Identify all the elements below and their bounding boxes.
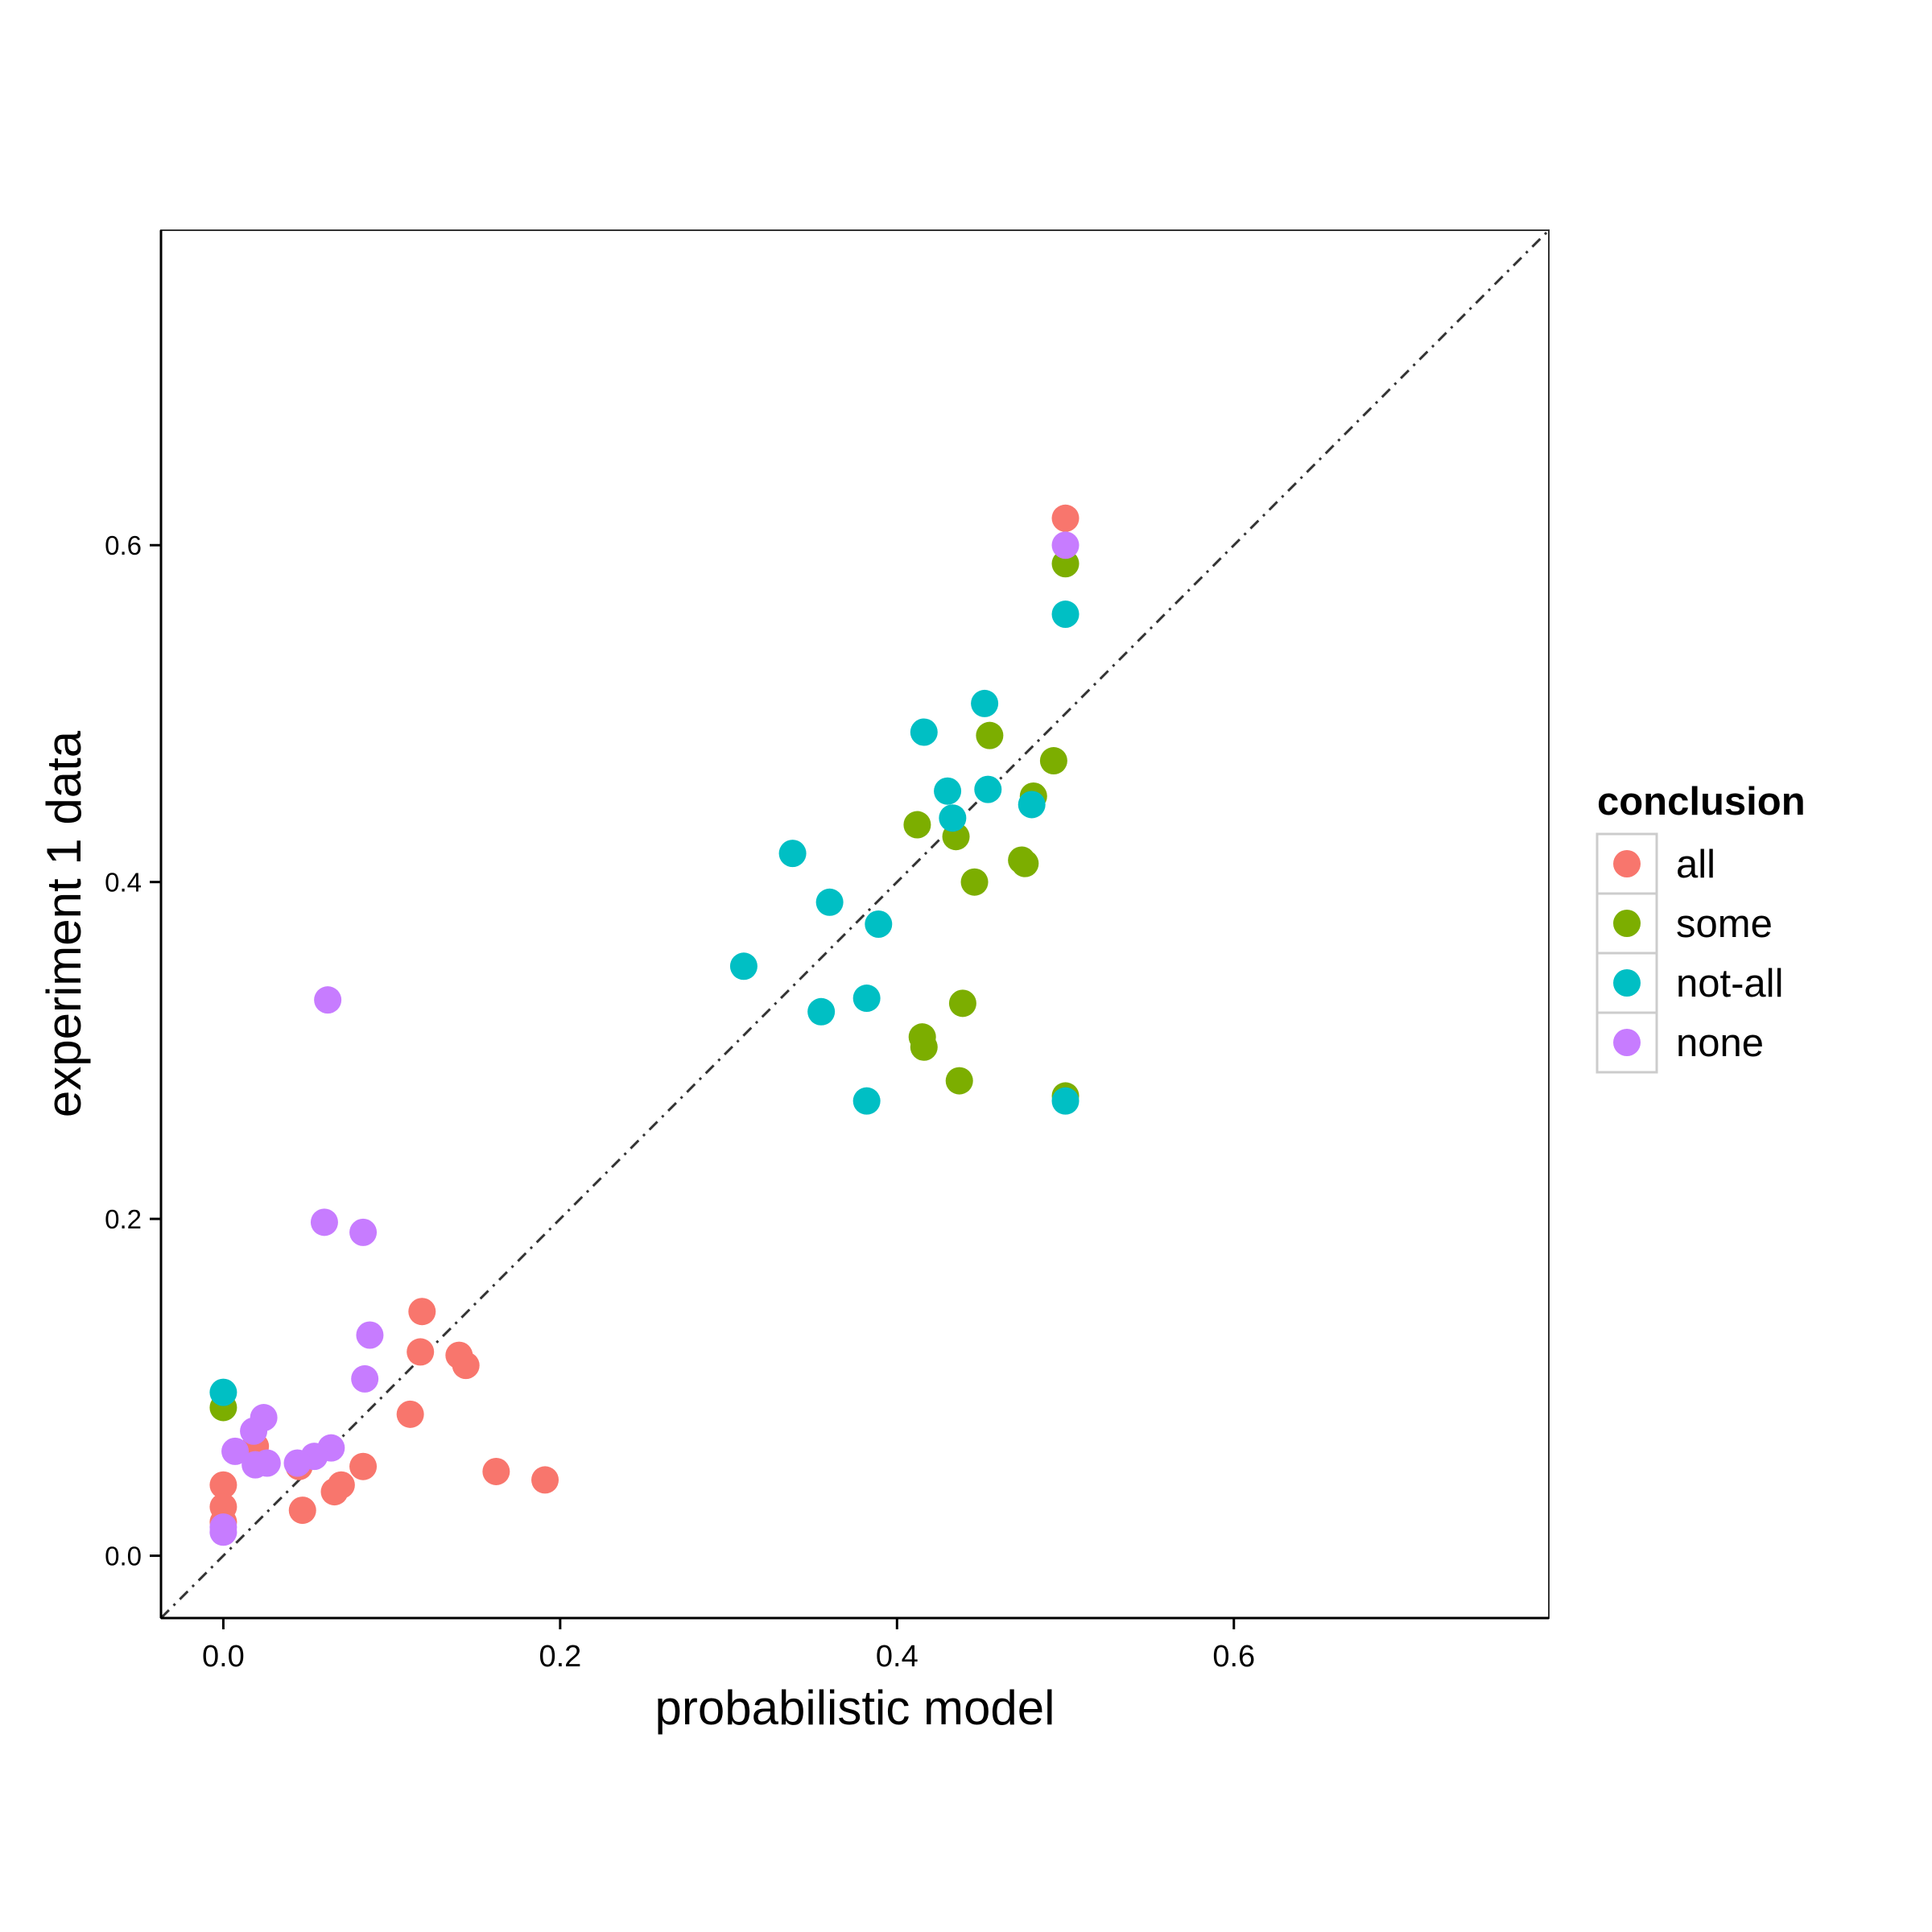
legend-items: all some not-all none (1596, 832, 1783, 1074)
point-not-all (865, 910, 893, 938)
point-not-all (852, 1087, 881, 1115)
point-all (288, 1496, 316, 1525)
point-some (948, 989, 976, 1018)
point-none (253, 1449, 281, 1477)
x-axis-ticks: 0.0 0.2 0.4 0.6 (202, 1618, 1255, 1674)
point-not-all (1051, 1087, 1080, 1115)
x-tick-label: 0.4 (876, 1640, 919, 1674)
point-all (396, 1400, 424, 1428)
point-none (1051, 531, 1080, 559)
point-some (976, 721, 1004, 749)
data-points (209, 504, 1080, 1546)
point-all (531, 1466, 559, 1494)
point-not-all (807, 997, 836, 1026)
y-axis-title: experiment 1 data (37, 730, 91, 1117)
reference-line (159, 229, 1550, 1620)
point-not-all (815, 888, 844, 916)
legend-label-all: all (1676, 843, 1715, 886)
point-some (945, 1067, 973, 1095)
point-none (314, 986, 342, 1014)
legend-key-some (1596, 892, 1658, 955)
point-all (349, 1452, 378, 1480)
point-some (910, 1033, 938, 1061)
y-tick-label: 0.0 (105, 1542, 142, 1571)
point-all (452, 1352, 480, 1380)
point-none (221, 1437, 250, 1465)
point-not-all (729, 952, 758, 980)
legend-key-none (1596, 1011, 1658, 1074)
legend-label-some: some (1676, 902, 1773, 946)
x-tick-label: 0.0 (202, 1640, 245, 1674)
legend-swatch-not-all (1613, 969, 1641, 997)
y-tick-label: 0.6 (105, 530, 142, 560)
legend-swatch-some (1613, 910, 1641, 937)
point-none (349, 1218, 378, 1246)
legend-title: conclusion (1597, 780, 1806, 824)
point-not-all (939, 804, 967, 832)
point-all (482, 1457, 510, 1485)
point-not-all (934, 777, 962, 805)
legend-swatch-none (1613, 1029, 1641, 1056)
point-some (1011, 849, 1039, 877)
point-not-all (1051, 601, 1080, 629)
point-none (240, 1417, 268, 1445)
point-some (1039, 747, 1067, 775)
point-all (408, 1298, 436, 1326)
point-all (320, 1478, 349, 1506)
x-tick-label: 0.2 (539, 1640, 581, 1674)
point-not-all (209, 1378, 237, 1406)
point-none (209, 1518, 237, 1546)
point-all (407, 1338, 435, 1366)
x-axis-title: probabilistic model (655, 1681, 1055, 1735)
point-not-all (778, 840, 807, 868)
legend-swatch-all (1613, 850, 1641, 877)
point-not-all (974, 775, 1002, 803)
point-not-all (852, 985, 881, 1013)
point-not-all (910, 718, 938, 746)
y-axis-ticks: 0.0 0.2 0.4 0.6 (105, 530, 161, 1571)
point-all (209, 1471, 237, 1499)
point-not-all (971, 689, 999, 717)
legend: conclusion all some not-all none (1596, 780, 1806, 1074)
x-tick-label: 0.6 (1212, 1640, 1255, 1674)
point-not-all (1018, 791, 1046, 819)
legend-label-not-all: not-all (1676, 962, 1783, 1005)
point-some (960, 868, 989, 896)
point-none (283, 1449, 312, 1477)
point-some (903, 811, 931, 839)
point-all (1051, 504, 1080, 532)
point-none (351, 1364, 379, 1393)
point-none (356, 1321, 384, 1349)
y-tick-label: 0.4 (105, 868, 142, 898)
y-tick-label: 0.2 (105, 1204, 142, 1234)
point-none (310, 1208, 338, 1236)
legend-label-none: none (1676, 1022, 1764, 1065)
